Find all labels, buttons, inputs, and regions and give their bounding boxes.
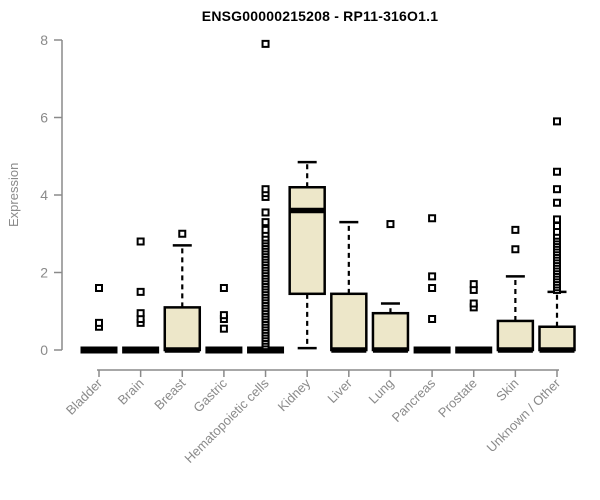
outlier-point	[136, 237, 145, 246]
collapsed-box	[205, 346, 243, 354]
boxplot-bladder	[80, 284, 118, 354]
outlier-point	[553, 215, 562, 224]
box	[163, 306, 202, 352]
outlier-point	[553, 185, 562, 194]
boxplot-brain	[122, 237, 160, 354]
outlier-point	[219, 311, 228, 320]
x-tick-label: Pancreas	[389, 375, 439, 425]
x-tick-label: Unknown / Other	[484, 375, 564, 455]
y-tick-label: 6	[40, 110, 48, 126]
outlier-point	[469, 280, 478, 289]
outlier-point	[178, 229, 187, 238]
boxplot-liver	[330, 220, 368, 353]
boxplot-hematopoietic-cells	[247, 39, 285, 354]
outlier-point	[553, 198, 562, 207]
outlier-point	[553, 222, 562, 230]
outlier-point	[261, 185, 270, 194]
outlier-point	[95, 284, 103, 292]
y-tick-label: 0	[40, 342, 48, 358]
collapsed-box	[80, 346, 118, 354]
outlier-point	[95, 318, 103, 327]
boxplot-gastric	[205, 284, 243, 354]
x-tick-label: Gastric	[190, 375, 230, 415]
box	[496, 319, 535, 352]
box	[330, 292, 368, 352]
x-tick-label: Skin	[493, 376, 521, 404]
outlier-point	[428, 214, 437, 223]
boxplot-lung	[371, 220, 410, 353]
collapsed-box	[413, 346, 451, 354]
outlier-point	[261, 225, 270, 234]
y-tick-label: 2	[40, 265, 48, 281]
collapsed-box	[455, 346, 493, 354]
outlier-point	[136, 309, 145, 318]
x-tick-label: Liver	[324, 375, 355, 406]
outlier-point	[261, 39, 270, 48]
x-tick-label: Kidney	[275, 375, 314, 414]
outlier-point	[553, 167, 562, 176]
y-tick-label: 8	[40, 32, 48, 48]
boxplot-prostate	[455, 280, 493, 354]
boxplot-kidney	[288, 160, 326, 350]
box	[538, 325, 576, 352]
boxplot-skin	[496, 225, 535, 353]
outlier-point	[136, 287, 145, 296]
outlier-point	[261, 218, 270, 227]
outlier-point	[428, 272, 437, 281]
box	[288, 186, 326, 296]
outlier-point	[219, 324, 228, 333]
y-tick-label: 4	[40, 187, 48, 203]
outlier-point	[428, 284, 437, 292]
collapsed-box	[122, 346, 160, 354]
outlier-point	[553, 117, 562, 126]
chart-title: ENSG00000215208 - RP11-316O1.1	[201, 8, 439, 24]
x-tick-label: Lung	[366, 376, 397, 407]
x-tick-label: Brain	[115, 376, 147, 408]
boxplot-pancreas	[413, 214, 451, 354]
boxplot-unknown-other	[538, 117, 576, 353]
outlier-point	[428, 315, 437, 323]
x-tick-label: Prostate	[435, 376, 480, 421]
boxplot-breast	[163, 229, 202, 353]
x-tick-label: Breast	[151, 375, 188, 412]
x-tick-label: Bladder	[63, 375, 106, 418]
box	[371, 311, 410, 352]
outlier-point	[386, 220, 395, 229]
outlier-point	[511, 245, 520, 254]
outlier-point	[469, 299, 478, 308]
outlier-point	[261, 208, 270, 217]
outlier-point	[511, 225, 520, 234]
outlier-point	[219, 284, 228, 292]
